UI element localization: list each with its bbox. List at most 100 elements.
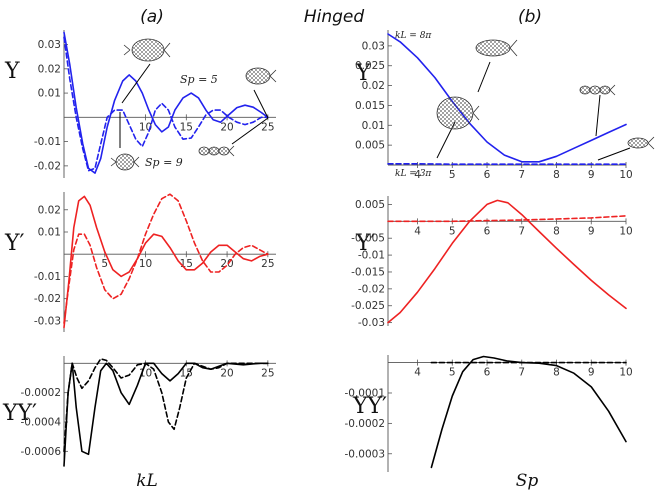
shape-sketch-icon bbox=[198, 145, 235, 157]
x-tick-label: 8 bbox=[553, 169, 560, 181]
series-line-solid bbox=[387, 33, 627, 163]
plot-b-upsilon-prime: 4 5 6 7 8 9 10 0.005 -0.005 -0.01 -0.015 -0.02 -0.02… bbox=[351, 196, 633, 329]
ylabel-upsilon-prime-right: Υ′ bbox=[355, 231, 376, 256]
y-tick-label: 0.02 bbox=[38, 204, 61, 216]
y-tick-label: -0.01 bbox=[34, 271, 61, 283]
annotation-sp5: Sp = 5 bbox=[180, 73, 218, 86]
series-line-dashed bbox=[387, 215, 627, 223]
ylabel-upsilon-prime-left: Υ′ bbox=[4, 231, 25, 256]
y-tick-label: 0.03 bbox=[362, 40, 385, 52]
x-tick-label: 7 bbox=[518, 367, 525, 379]
y-tick-label: 0.015 bbox=[355, 100, 385, 112]
y-tick-label: 0.005 bbox=[355, 199, 385, 211]
x-tick-label: 25 bbox=[261, 121, 274, 133]
y-tick-label: -0.02 bbox=[34, 293, 61, 305]
x-tick-label: 5 bbox=[449, 225, 456, 237]
plot-b-product: 4 5 6 7 8 9 10 -0.0001 -0.0002 -0.0003 bbox=[344, 355, 633, 472]
leader-line bbox=[597, 147, 631, 161]
y-tick-label: -0.0004 bbox=[20, 417, 61, 429]
x-tick-label: 4 bbox=[414, 367, 421, 379]
ylabel-product-right: ΥΥ′ bbox=[352, 394, 387, 419]
y-tick-label: -0.01 bbox=[34, 136, 61, 148]
x-tick-label: 9 bbox=[588, 225, 595, 237]
x-tick-label: 6 bbox=[484, 225, 491, 237]
shape-sketch-icon bbox=[475, 39, 518, 57]
y-tick-label: 0.02 bbox=[362, 80, 385, 92]
x-tick-label: 8 bbox=[553, 367, 560, 379]
y-tick-label: -0.0002 bbox=[344, 418, 385, 430]
x-tick-label: 10 bbox=[619, 169, 632, 181]
x-tick-label: 4 bbox=[414, 225, 421, 237]
y-tick-label: -0.02 bbox=[34, 160, 61, 172]
shape-sketch-icon bbox=[579, 84, 616, 96]
y-tick-label: -0.01 bbox=[358, 250, 385, 262]
ylabel-product-left: ΥΥ′ bbox=[2, 401, 37, 426]
series-line-dashed bbox=[63, 193, 269, 324]
ylabel-upsilon-left: Υ bbox=[4, 59, 20, 84]
y-tick-label: -0.015 bbox=[351, 266, 385, 278]
x-tick-label: 5 bbox=[449, 367, 456, 379]
y-tick-label: -0.0006 bbox=[20, 446, 61, 458]
x-tick-label: 10 bbox=[139, 258, 152, 270]
y-tick-label: -0.0002 bbox=[20, 387, 61, 399]
series-line-solid bbox=[430, 355, 627, 469]
x-tick-label: 7 bbox=[518, 169, 525, 181]
x-tick-label: 6 bbox=[484, 169, 491, 181]
shape-sketch-icon bbox=[110, 153, 140, 171]
title-b: (b) bbox=[518, 7, 542, 27]
shape-sketch-icon bbox=[245, 67, 277, 85]
title-a: (a) bbox=[140, 7, 164, 27]
y-tick-label: 0.01 bbox=[362, 120, 385, 132]
x-tick-label: 20 bbox=[220, 367, 233, 379]
x-tick-label: 8 bbox=[553, 225, 560, 237]
x-tick-label: 9 bbox=[588, 169, 595, 181]
x-tick-label: 6 bbox=[484, 367, 491, 379]
shape-sketch-icon bbox=[436, 96, 480, 130]
annotation-kl-8pi: kL = 8π bbox=[395, 31, 432, 41]
y-tick-label: -0.0003 bbox=[344, 448, 385, 460]
ylabel-upsilon-right: Υ bbox=[355, 61, 371, 86]
x-tick-label: 5 bbox=[101, 258, 108, 270]
y-tick-label: -0.02 bbox=[358, 283, 385, 295]
x-tick-label: 5 bbox=[449, 169, 456, 181]
x-tick-label: 4 bbox=[414, 169, 421, 181]
leader-line bbox=[121, 63, 151, 104]
x-tick-label: 15 bbox=[180, 367, 193, 379]
xlabel-sp: Sp bbox=[516, 471, 539, 491]
y-tick-label: -0.03 bbox=[358, 317, 385, 329]
y-tick-label: -0.025 bbox=[351, 300, 385, 312]
series-line-solid bbox=[63, 195, 269, 329]
x-tick-label: 10 bbox=[619, 225, 632, 237]
x-tick-label: 20 bbox=[220, 121, 233, 133]
series-line-dashed bbox=[63, 36, 269, 172]
shape-sketch-icon bbox=[123, 38, 171, 62]
x-tick-label: 15 bbox=[180, 121, 193, 133]
title-hinged: Hinged bbox=[304, 7, 365, 27]
series-line-dashed bbox=[63, 358, 269, 453]
series-line-solid bbox=[63, 362, 269, 467]
y-tick-label: 0.03 bbox=[38, 39, 61, 51]
y-tick-label: 0.01 bbox=[38, 227, 61, 239]
x-tick-label: 7 bbox=[518, 225, 525, 237]
series-line-solid bbox=[387, 199, 627, 324]
leader-line bbox=[231, 117, 269, 145]
plot-a-upsilon: 10 15 20 250.030.020.01-0.01-0.02 bbox=[34, 30, 276, 178]
y-tick-label: -0.005 bbox=[351, 233, 385, 245]
x-tick-label: 25 bbox=[261, 367, 274, 379]
y-tick-label: -0.0001 bbox=[344, 387, 385, 399]
plot-a-upsilon-prime: 5 10 15 20 250.020.01-0.01-0.02-0.03 bbox=[34, 192, 276, 332]
x-tick-label: 10 bbox=[619, 367, 632, 379]
y-tick-label: -0.03 bbox=[34, 315, 61, 327]
x-tick-label: 9 bbox=[588, 367, 595, 379]
plot-a-product: 10 15 20 25-0.0002-0.0004-0.0006 bbox=[20, 356, 276, 467]
x-tick-label: 25 bbox=[261, 258, 274, 270]
leader-line bbox=[595, 94, 601, 137]
annotation-kl-3pi: kL = 3π bbox=[395, 169, 432, 179]
y-tick-label: 0.01 bbox=[38, 88, 61, 100]
shape-sketch-icon bbox=[627, 136, 655, 150]
annotation-sp9: Sp = 9 bbox=[145, 156, 183, 169]
y-tick-label: 0.005 bbox=[355, 140, 385, 152]
leader-line bbox=[253, 89, 269, 119]
y-tick-label: 0.02 bbox=[38, 63, 61, 75]
